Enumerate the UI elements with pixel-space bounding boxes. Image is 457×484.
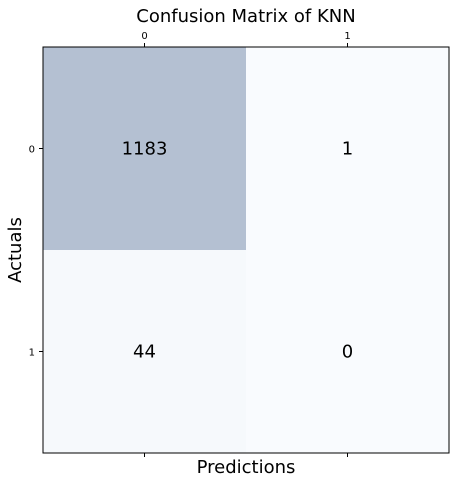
y-tick-label-1: 1 — [29, 348, 35, 359]
x-axis-label: Predictions — [197, 457, 296, 478]
cell-value-0-0: 1183 — [122, 139, 168, 160]
cell-value-0-1: 1 — [342, 139, 353, 160]
heatmap-cell-0-0 — [43, 47, 246, 250]
y-axis-label: Actuals — [5, 217, 26, 283]
y-ticks: 01 — [29, 145, 43, 359]
y-tick-label-0: 0 — [29, 145, 35, 156]
plot-frame — [42, 46, 450, 454]
x-tick-label-1: 1 — [344, 31, 350, 42]
x-tick-label-0: 0 — [141, 31, 147, 42]
cell-value-1-0: 44 — [133, 342, 156, 363]
heatmap-cell-0-1 — [246, 47, 449, 250]
chart-title: Confusion Matrix of KNN — [136, 6, 355, 27]
heatmap-cells — [43, 47, 449, 453]
heatmap-cell-1-0 — [43, 250, 246, 453]
heatmap-cell-1-1 — [246, 250, 449, 453]
heatmap-cell-labels: 1183 1 44 0 — [122, 139, 354, 363]
cell-value-1-1: 0 — [342, 342, 353, 363]
